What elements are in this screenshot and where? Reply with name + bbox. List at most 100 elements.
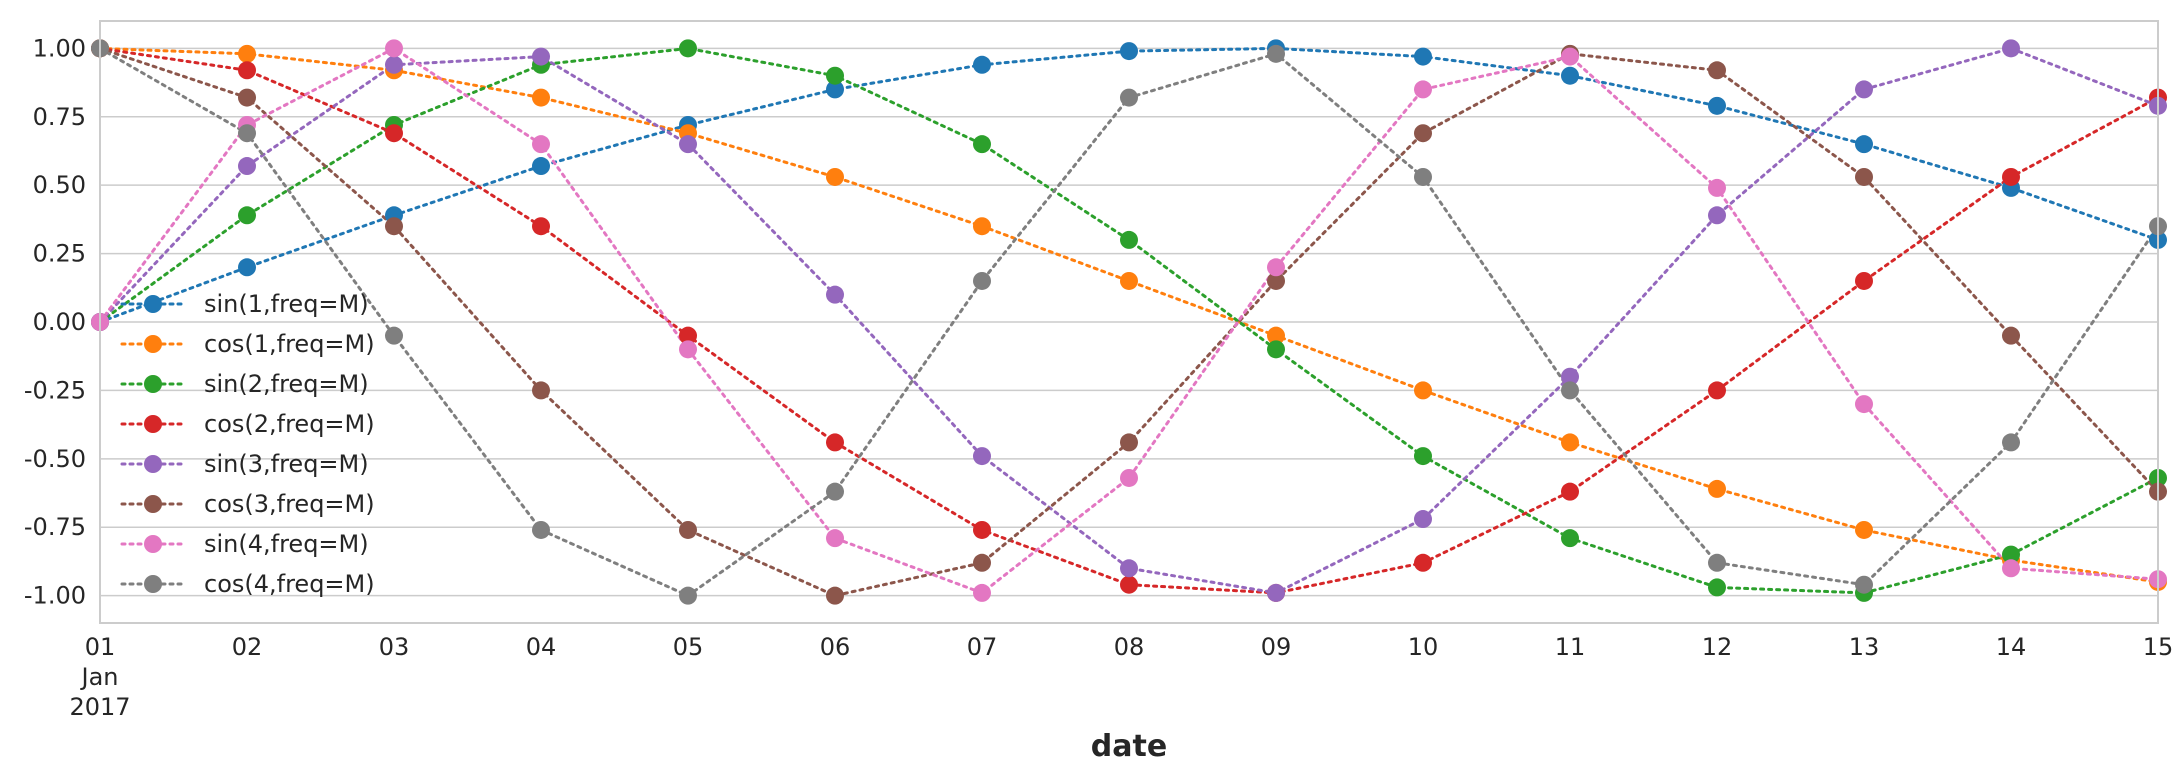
data-point — [532, 88, 550, 107]
data-point — [1708, 479, 1726, 498]
x-tick-label: 08 — [1114, 633, 1145, 661]
data-point — [2002, 433, 2020, 452]
data-point — [1561, 47, 1579, 66]
legend: sin(1,freq=M) cos(1,freq=M) sin(2,freq=M) c… — [120, 290, 375, 598]
data-point — [238, 61, 256, 80]
x-tick-label: 11 — [1555, 633, 1586, 661]
data-point — [973, 271, 991, 290]
data-point — [1561, 529, 1579, 548]
data-point — [238, 124, 256, 143]
x-tick-sublabel: Jan — [80, 663, 119, 691]
data-point — [532, 520, 550, 539]
legend-label: cos(3,freq=M) — [204, 490, 375, 518]
data-point — [1120, 575, 1138, 594]
data-point — [973, 55, 991, 74]
data-point — [826, 167, 844, 186]
data-point — [2002, 545, 2020, 564]
legend-marker — [144, 415, 162, 433]
data-point — [1120, 559, 1138, 578]
data-point — [2002, 167, 2020, 186]
data-point — [1855, 395, 1873, 414]
data-point — [1414, 80, 1432, 99]
data-point — [679, 520, 697, 539]
data-point — [238, 258, 256, 277]
data-point — [1561, 433, 1579, 452]
data-point — [238, 88, 256, 107]
data-point — [1120, 42, 1138, 61]
data-point — [826, 285, 844, 304]
data-point — [1561, 66, 1579, 85]
data-point — [2002, 39, 2020, 58]
data-point — [238, 44, 256, 63]
y-axis-ticks: 1.00 0.75 0.50 0.25 0.00 -0.25 -0.50 -0.75 -1.00 — [24, 34, 86, 609]
data-point — [1120, 468, 1138, 487]
x-tick-label: 15 — [2143, 633, 2174, 661]
data-point — [1855, 520, 1873, 539]
series-line-6 — [98, 46, 2160, 595]
data-point — [1414, 447, 1432, 466]
y-tick-label: -0.75 — [24, 513, 86, 541]
x-axis-title: date — [1091, 729, 1167, 764]
data-point — [1708, 381, 1726, 400]
data-point — [1414, 124, 1432, 143]
x-tick-label: 09 — [1261, 633, 1292, 661]
data-point — [532, 217, 550, 236]
legend-marker — [144, 575, 162, 593]
data-point — [1267, 583, 1285, 602]
data-point — [385, 39, 403, 58]
data-point — [532, 47, 550, 66]
x-tick-label: 10 — [1408, 633, 1439, 661]
data-point — [1120, 88, 1138, 107]
data-point — [1267, 340, 1285, 359]
data-point — [238, 157, 256, 176]
data-point — [1120, 433, 1138, 452]
data-point — [1855, 271, 1873, 290]
data-point — [532, 157, 550, 176]
data-point — [973, 520, 991, 539]
data-point — [1414, 167, 1432, 186]
series-line-1 — [98, 46, 2160, 584]
data-point — [532, 135, 550, 154]
legend-label: cos(1,freq=M) — [204, 330, 375, 358]
data-point — [1267, 326, 1285, 345]
legend-marker — [144, 375, 162, 393]
data-point — [679, 326, 697, 345]
legend-label: cos(2,freq=M) — [204, 410, 375, 438]
data-point — [2002, 559, 2020, 578]
legend-marker — [144, 295, 162, 313]
data-point — [1708, 553, 1726, 572]
data-point — [679, 340, 697, 359]
data-point — [826, 433, 844, 452]
data-point — [679, 39, 697, 58]
data-point — [973, 447, 991, 466]
data-point — [973, 135, 991, 154]
data-point — [385, 217, 403, 236]
data-point — [1120, 271, 1138, 290]
legend-label: cos(4,freq=M) — [204, 570, 375, 598]
data-point — [1414, 47, 1432, 66]
legend-label: sin(1,freq=M) — [204, 290, 369, 318]
x-tick-label: 13 — [1849, 633, 1880, 661]
data-point — [1561, 367, 1579, 386]
data-point — [1708, 206, 1726, 225]
x-tick-label: 05 — [673, 633, 704, 661]
y-tick-label: 0.50 — [33, 171, 86, 199]
data-point — [973, 583, 991, 602]
data-point — [1708, 96, 1726, 115]
y-tick-label: 0.00 — [33, 308, 86, 336]
data-point — [826, 529, 844, 548]
data-point — [679, 135, 697, 154]
x-tick-sublabel: 2017 — [69, 693, 130, 721]
data-point — [1414, 553, 1432, 572]
data-point — [1708, 578, 1726, 597]
x-tick-label: 06 — [820, 633, 851, 661]
y-tick-label: 0.75 — [33, 103, 86, 131]
legend-marker — [144, 535, 162, 553]
data-point — [1267, 44, 1285, 63]
data-point — [385, 326, 403, 345]
data-point — [1855, 575, 1873, 594]
x-tick-label: 12 — [1702, 633, 1733, 661]
data-point — [1855, 167, 1873, 186]
